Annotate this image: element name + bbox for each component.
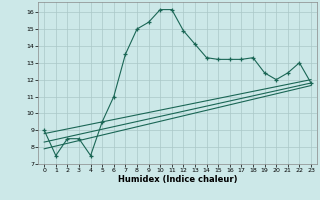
X-axis label: Humidex (Indice chaleur): Humidex (Indice chaleur)	[118, 175, 237, 184]
